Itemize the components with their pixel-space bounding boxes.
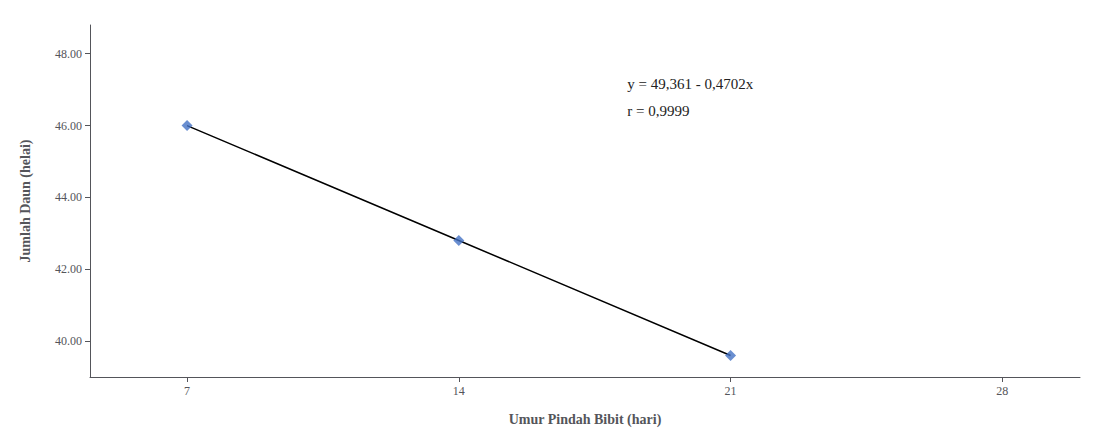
svg-text:21: 21 xyxy=(725,384,737,398)
svg-text:44.00: 44.00 xyxy=(55,190,82,204)
svg-text:y = 49,361 - 0,4702x: y = 49,361 - 0,4702x xyxy=(627,76,753,92)
svg-text:42.00: 42.00 xyxy=(55,262,82,276)
svg-text:7: 7 xyxy=(184,384,190,398)
svg-text:Jumlah Daun (helai): Jumlah Daun (helai) xyxy=(18,139,34,262)
svg-text:Umur Pindah Bibit (hari): Umur Pindah Bibit (hari) xyxy=(509,412,662,428)
svg-text:14: 14 xyxy=(453,384,465,398)
svg-text:r = 0,9999: r = 0,9999 xyxy=(627,103,689,119)
svg-text:46.00: 46.00 xyxy=(55,119,82,133)
svg-text:40.00: 40.00 xyxy=(55,334,82,348)
svg-text:48.00: 48.00 xyxy=(55,47,82,61)
svg-text:28: 28 xyxy=(996,384,1008,398)
